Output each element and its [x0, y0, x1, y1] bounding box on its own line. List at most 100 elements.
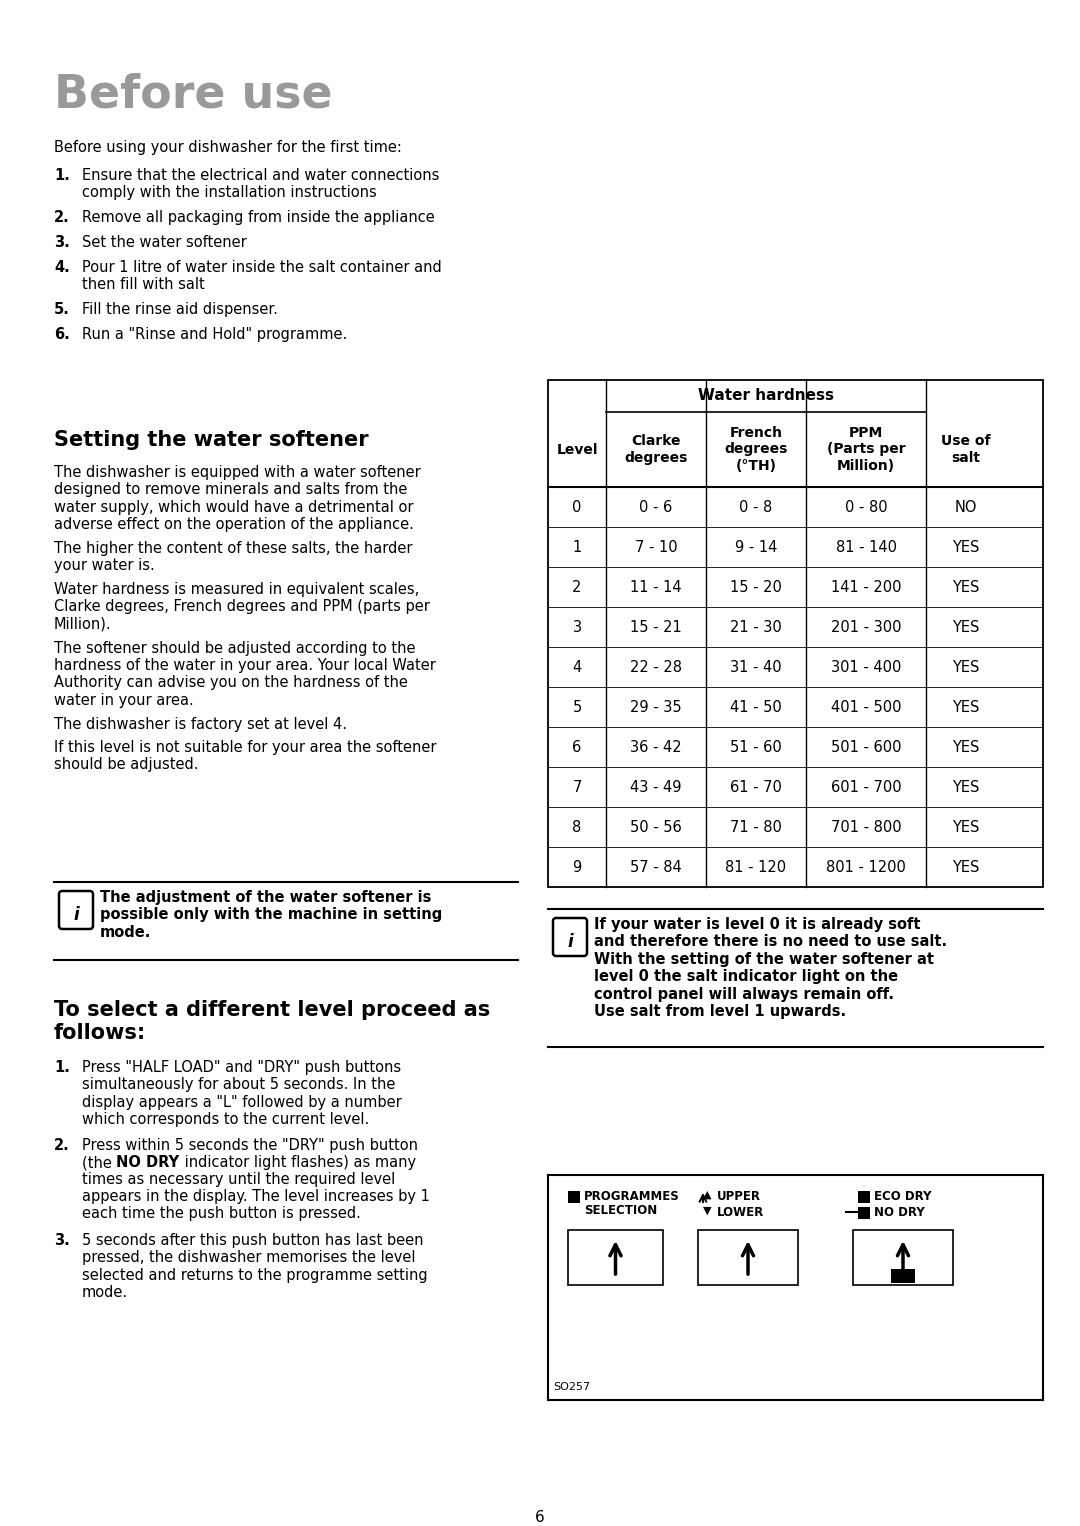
Text: 61 - 70: 61 - 70 — [730, 780, 782, 795]
Text: NO DRY: NO DRY — [117, 1155, 179, 1170]
Text: 71 - 80: 71 - 80 — [730, 819, 782, 835]
Text: Set the water softener: Set the water softener — [82, 235, 246, 250]
Text: Run a "Rinse and Hold" programme.: Run a "Rinse and Hold" programme. — [82, 327, 348, 342]
Text: YES: YES — [953, 580, 980, 595]
Text: 57 - 84: 57 - 84 — [630, 859, 681, 874]
Text: 801 - 1200: 801 - 1200 — [826, 859, 906, 874]
Text: times as necessary until the required level: times as necessary until the required le… — [82, 1172, 395, 1187]
Text: 7: 7 — [572, 780, 582, 795]
Text: 201 - 300: 201 - 300 — [831, 620, 901, 635]
Text: Pour 1 litre of water inside the salt container and
then fill with salt: Pour 1 litre of water inside the salt co… — [82, 259, 442, 293]
Bar — [858, 1190, 870, 1202]
Text: The dishwasher is equipped with a water softener
designed to remove minerals and: The dishwasher is equipped with a water … — [54, 465, 421, 533]
Text: 7 - 10: 7 - 10 — [635, 540, 677, 554]
Text: ECO DRY: ECO DRY — [874, 1190, 931, 1202]
Text: 4.: 4. — [54, 259, 70, 275]
Text: SO257: SO257 — [553, 1383, 590, 1392]
Text: 51 - 60: 51 - 60 — [730, 740, 782, 754]
Text: YES: YES — [953, 819, 980, 835]
Text: 41 - 50: 41 - 50 — [730, 699, 782, 714]
Text: NO: NO — [955, 499, 977, 514]
Text: The softener should be adjusted according to the
hardness of the water in your a: The softener should be adjusted accordin… — [54, 641, 436, 708]
Text: 15 - 21: 15 - 21 — [630, 620, 681, 635]
Text: 6.: 6. — [54, 327, 70, 342]
Text: 141 - 200: 141 - 200 — [831, 580, 901, 595]
Text: Setting the water softener: Setting the water softener — [54, 430, 368, 450]
Text: PROGRAMMES: PROGRAMMES — [584, 1190, 679, 1202]
Text: Water hardness is measured in equivalent scales,
Clarke degrees, French degrees : Water hardness is measured in equivalent… — [54, 581, 430, 632]
Bar — [858, 1207, 870, 1219]
Bar — [548, 1175, 1043, 1399]
Text: Fill the rinse aid dispenser.: Fill the rinse aid dispenser. — [82, 302, 278, 317]
Text: 21 - 30: 21 - 30 — [730, 620, 782, 635]
Text: PPM
(Parts per
Million): PPM (Parts per Million) — [826, 426, 905, 473]
Bar — [891, 1270, 915, 1283]
Text: 4: 4 — [572, 659, 582, 674]
Text: If your water is level 0 it is already soft
and therefore there is no need to us: If your water is level 0 it is already s… — [594, 917, 947, 1019]
Text: UPPER: UPPER — [717, 1190, 761, 1202]
Bar — [568, 1230, 663, 1285]
Text: To select a different level proceed as
follows:: To select a different level proceed as f… — [54, 1000, 490, 1044]
Text: If this level is not suitable for your area the softener
should be adjusted.: If this level is not suitable for your a… — [54, 740, 436, 772]
Text: Before use: Before use — [54, 72, 333, 118]
Text: Clarke
degrees: Clarke degrees — [624, 435, 688, 464]
FancyBboxPatch shape — [59, 891, 93, 929]
Text: ▼: ▼ — [703, 1206, 712, 1216]
Text: 401 - 500: 401 - 500 — [831, 699, 901, 714]
Text: Remove all packaging from inside the appliance: Remove all packaging from inside the app… — [82, 211, 435, 224]
Text: 2.: 2. — [54, 211, 70, 224]
Text: Level: Level — [556, 443, 597, 456]
Text: SELECTION: SELECTION — [584, 1204, 658, 1218]
Text: 5.: 5. — [54, 302, 70, 317]
Text: 1.: 1. — [54, 1061, 70, 1074]
Text: Press within 5 seconds the "DRY" push button: Press within 5 seconds the "DRY" push bu… — [82, 1138, 418, 1154]
Text: 0: 0 — [572, 499, 582, 514]
Text: 1: 1 — [572, 540, 582, 554]
Text: Ensure that the electrical and water connections
comply with the installation in: Ensure that the electrical and water con… — [82, 168, 440, 200]
Text: 8: 8 — [572, 819, 582, 835]
Text: 50 - 56: 50 - 56 — [630, 819, 681, 835]
Text: Use of
salt: Use of salt — [942, 435, 990, 464]
Text: YES: YES — [953, 659, 980, 674]
Text: 0 - 8: 0 - 8 — [740, 499, 772, 514]
Text: Before using your dishwasher for the first time:: Before using your dishwasher for the fir… — [54, 140, 402, 156]
Text: 9 - 14: 9 - 14 — [734, 540, 778, 554]
Text: i: i — [567, 932, 572, 951]
Text: YES: YES — [953, 540, 980, 554]
Text: 29 - 35: 29 - 35 — [631, 699, 681, 714]
Text: YES: YES — [953, 699, 980, 714]
Text: 15 - 20: 15 - 20 — [730, 580, 782, 595]
Text: The adjustment of the water softener is
possible only with the machine in settin: The adjustment of the water softener is … — [100, 890, 442, 940]
Text: The higher the content of these salts, the harder
your water is.: The higher the content of these salts, t… — [54, 542, 413, 574]
Text: 31 - 40: 31 - 40 — [730, 659, 782, 674]
Bar — [853, 1230, 953, 1285]
Text: 3.: 3. — [54, 1233, 70, 1248]
Text: (the: (the — [82, 1155, 117, 1170]
Bar — [568, 1190, 580, 1202]
Text: 22 - 28: 22 - 28 — [630, 659, 681, 674]
Text: ▲: ▲ — [703, 1190, 712, 1199]
Text: 81 - 140: 81 - 140 — [836, 540, 896, 554]
Text: 1.: 1. — [54, 168, 70, 183]
Text: indicator light flashes) as many: indicator light flashes) as many — [179, 1155, 416, 1170]
Text: 36 - 42: 36 - 42 — [631, 740, 681, 754]
Bar — [698, 1230, 798, 1285]
Text: 601 - 700: 601 - 700 — [831, 780, 902, 795]
Text: 5 seconds after this push button has last been
pressed, the dishwasher memorises: 5 seconds after this push button has las… — [82, 1233, 428, 1300]
Text: each time the push button is pressed.: each time the push button is pressed. — [82, 1206, 361, 1221]
Text: 701 - 800: 701 - 800 — [831, 819, 902, 835]
Text: 501 - 600: 501 - 600 — [831, 740, 901, 754]
Text: 43 - 49: 43 - 49 — [631, 780, 681, 795]
Text: 0 - 80: 0 - 80 — [845, 499, 888, 514]
Text: i: i — [73, 906, 79, 925]
Text: 2: 2 — [572, 580, 582, 595]
Text: Water hardness: Water hardness — [698, 389, 834, 403]
Text: Press "HALF LOAD" and "DRY" push buttons
simultaneously for about 5 seconds. In : Press "HALF LOAD" and "DRY" push buttons… — [82, 1061, 402, 1128]
Text: LOWER: LOWER — [717, 1206, 765, 1219]
Text: 5: 5 — [572, 699, 582, 714]
Text: 2.: 2. — [54, 1138, 70, 1154]
Text: YES: YES — [953, 780, 980, 795]
FancyBboxPatch shape — [553, 919, 588, 955]
Text: 6: 6 — [535, 1511, 545, 1524]
Text: French
degrees
(°TH): French degrees (°TH) — [725, 426, 787, 473]
